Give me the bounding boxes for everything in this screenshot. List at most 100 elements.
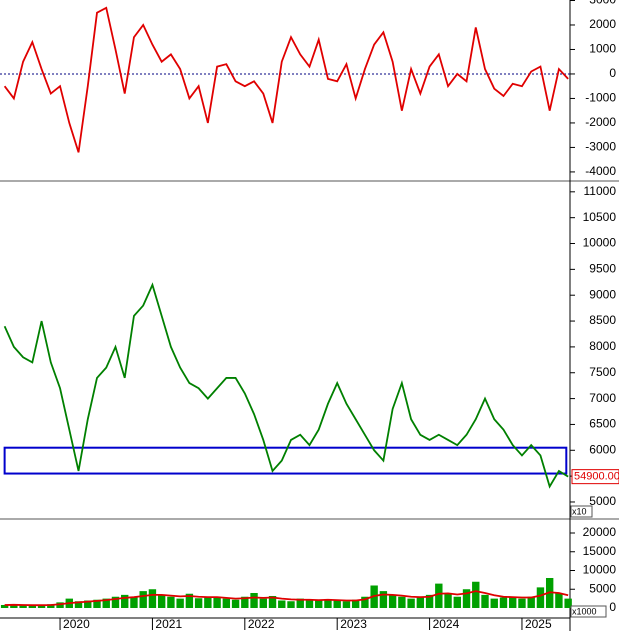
- series-line: [3, 6, 569, 153]
- volume-bar: [342, 601, 351, 608]
- y-tick-label: 6500: [589, 417, 616, 431]
- volume-bar: [148, 589, 157, 608]
- volume-bar: [121, 594, 129, 608]
- volume-bar: [425, 594, 434, 608]
- multiplier-label: x10: [572, 506, 587, 516]
- y-tick-label: 7500: [589, 365, 616, 379]
- y-tick-label: 15000: [583, 544, 617, 558]
- x-tick-label: 2024: [433, 617, 460, 631]
- volume-bar: [555, 592, 563, 608]
- y-tick-label: 10500: [583, 210, 617, 224]
- volume-bar: [93, 599, 101, 608]
- volume-bar: [56, 602, 64, 608]
- volume-bar: [398, 596, 406, 608]
- volume-bar: [185, 593, 194, 608]
- y-tick-label: 8000: [589, 339, 616, 353]
- volume-bar: [213, 597, 221, 608]
- y-tick-label: -1000: [585, 91, 616, 105]
- multiplier-box: [570, 505, 593, 518]
- volume-bar: [388, 594, 397, 608]
- y-tick-label: 3000: [589, 0, 616, 7]
- volume-bar: [499, 597, 508, 608]
- x-tick-label: 2022: [248, 617, 275, 631]
- multiplier-box: [570, 605, 607, 618]
- volume-bar: [462, 589, 471, 608]
- volume-bar: [518, 598, 526, 608]
- series-line: [3, 282, 569, 489]
- y-tick-label: -4000: [585, 164, 616, 178]
- multiplier-label: x1000: [572, 606, 597, 616]
- volume-bar: [333, 600, 341, 608]
- x-tick-label: 2021: [155, 617, 182, 631]
- y-tick-label: 9500: [589, 262, 616, 276]
- support-box: [3, 446, 568, 475]
- volume-bar: [194, 598, 203, 608]
- volume-bar: [509, 596, 517, 608]
- volume-bar: [564, 598, 572, 608]
- volume-bar: [0, 604, 9, 608]
- price-tag: [571, 469, 619, 485]
- y-tick-label: 5000: [589, 581, 616, 595]
- volume-bar: [250, 592, 258, 608]
- y-tick-label: 20000: [583, 525, 617, 539]
- volume-bar: [287, 601, 295, 608]
- volume-bar: [361, 596, 369, 608]
- volume-bar: [19, 605, 27, 608]
- volume-bar: [490, 598, 498, 608]
- volume-bar: [204, 596, 212, 608]
- y-tick-label: 0: [609, 66, 616, 80]
- volume-bar: [37, 604, 46, 608]
- volume-bar: [351, 599, 360, 608]
- volume-bar: [259, 598, 267, 608]
- volume-bar: [167, 596, 175, 608]
- y-tick-label: 8500: [589, 313, 616, 327]
- volume-bar: [10, 604, 18, 608]
- volume-bar: [139, 591, 147, 608]
- y-tick-label: -2000: [585, 115, 616, 129]
- volume-bar: [130, 597, 138, 608]
- volume-bar: [222, 598, 231, 608]
- volume-bar: [74, 601, 83, 608]
- y-tick-label: -3000: [585, 140, 616, 154]
- x-tick-label: 2023: [340, 617, 367, 631]
- volume-bar: [324, 598, 332, 608]
- volume-bar: [176, 598, 184, 608]
- y-tick-label: 6000: [589, 442, 616, 456]
- series-line: [4, 590, 569, 607]
- volume-bar: [527, 596, 535, 608]
- y-tick-label: 7000: [589, 391, 616, 405]
- volume-bar: [28, 605, 37, 608]
- volume-bar: [157, 594, 166, 608]
- volume-bar: [102, 598, 110, 608]
- volume-bar: [84, 600, 92, 608]
- y-tick-label: 5000: [589, 494, 616, 508]
- volume-bar: [444, 592, 452, 608]
- volume-bar: [472, 581, 480, 608]
- volume-bar: [268, 595, 277, 608]
- volume-bar: [47, 604, 55, 608]
- y-tick-label: 0: [609, 600, 616, 614]
- volume-bar: [231, 599, 240, 608]
- y-tick-label: 9000: [589, 287, 616, 301]
- y-tick-label: 1000: [589, 42, 616, 56]
- volume-bar: [481, 594, 489, 608]
- volume-bar: [536, 587, 545, 608]
- price-tag-label: 54900.00: [574, 471, 619, 483]
- y-tick-label: 10000: [583, 236, 617, 250]
- volume-bar: [453, 596, 461, 608]
- x-tick-label: 2020: [63, 617, 90, 631]
- volume-bar: [278, 600, 286, 608]
- volume-bar: [435, 583, 443, 608]
- volume-bar: [241, 596, 249, 608]
- y-tick-label: 2000: [589, 17, 616, 31]
- y-tick-label: 10000: [583, 563, 617, 577]
- volume-bar: [416, 596, 425, 608]
- volume-bar: [379, 591, 388, 608]
- volume-bar: [111, 596, 120, 608]
- volume-bar: [305, 599, 314, 608]
- volume-bar: [315, 600, 323, 608]
- x-tick-label: 2025: [525, 617, 552, 631]
- volume-bar: [407, 598, 415, 608]
